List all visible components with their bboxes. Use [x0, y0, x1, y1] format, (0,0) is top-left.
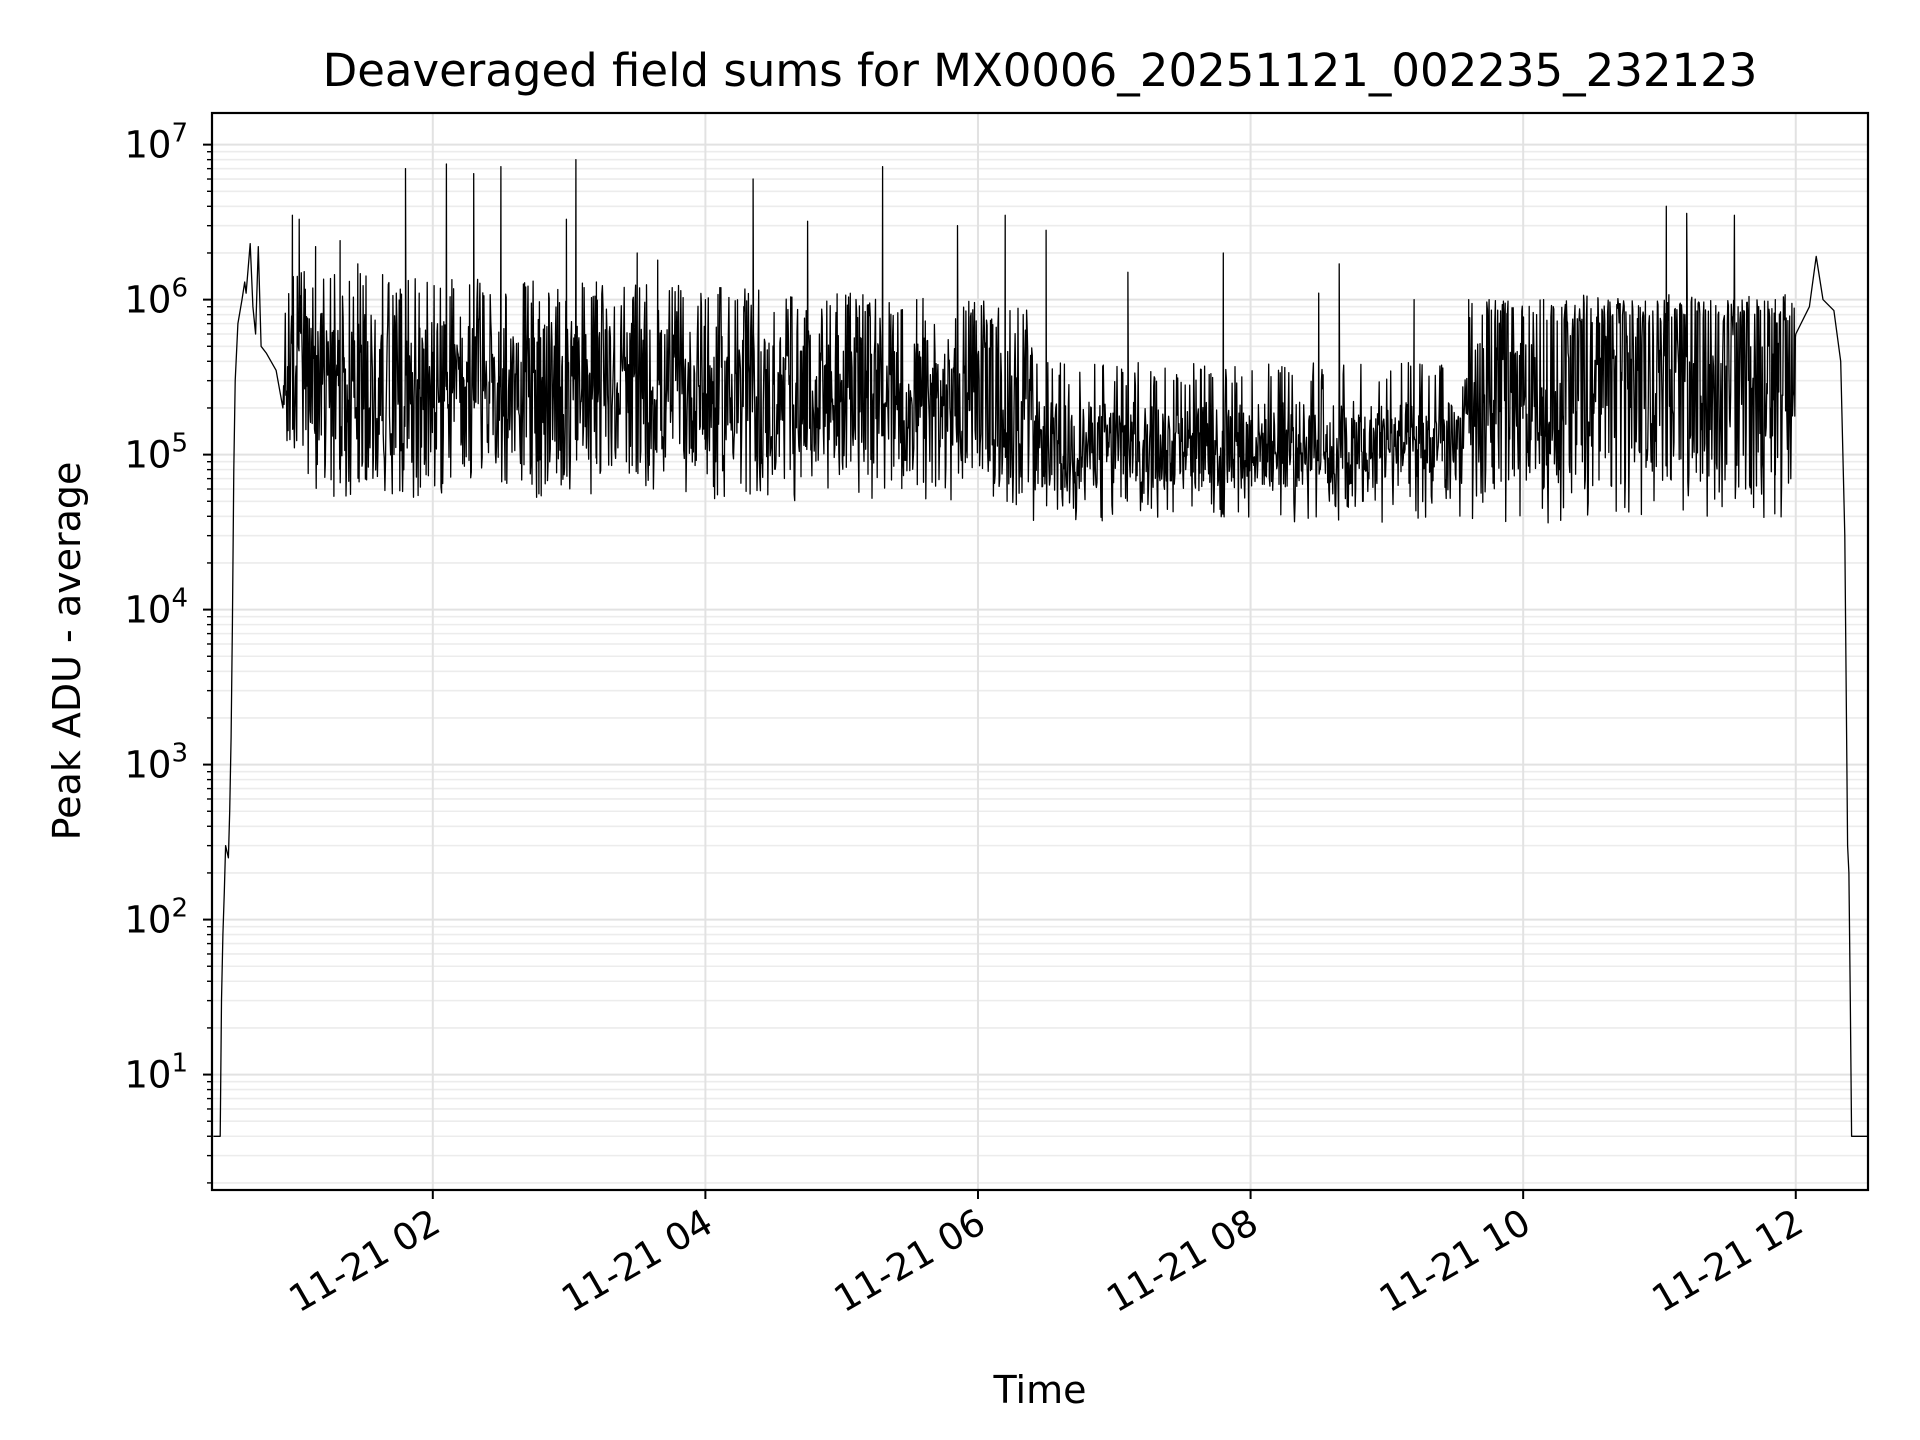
plot-frame [210, 111, 1870, 1192]
y-tick-label: 105 [124, 429, 188, 477]
y-tick-label: 102 [124, 894, 188, 942]
x-tick-label: 11-21 10 [1372, 1201, 1538, 1321]
y-tick-label: 107 [124, 119, 188, 167]
grid [212, 113, 1868, 1190]
y-axis-label: Peak ADU - average [45, 462, 89, 841]
x-axis-label: Time [993, 1368, 1087, 1412]
y-tick-label: 106 [124, 274, 188, 322]
series-line [213, 159, 1868, 1137]
x-tick-label: 11-21 02 [282, 1201, 448, 1321]
x-tick-label: 11-21 06 [827, 1201, 993, 1321]
x-axis: 11-21 02 11-21 04 11-21 06 11-21 08 11-21 10… [282, 1190, 1811, 1321]
series-layer [213, 159, 1868, 1137]
y-tick-label: 101 [124, 1049, 188, 1097]
y-tick-label: 103 [124, 739, 188, 787]
x-tick-label: 11-21 04 [554, 1201, 720, 1321]
y-tick-label: 104 [124, 584, 188, 632]
y-axis: 101 102 103 104 105 106 107 [124, 119, 212, 1184]
x-tick-label: 11-21 08 [1100, 1201, 1266, 1321]
x-tick-label: 11-21 12 [1645, 1201, 1811, 1321]
chart-title: Deaveraged field sums for MX0006_2025112… [323, 44, 1758, 97]
